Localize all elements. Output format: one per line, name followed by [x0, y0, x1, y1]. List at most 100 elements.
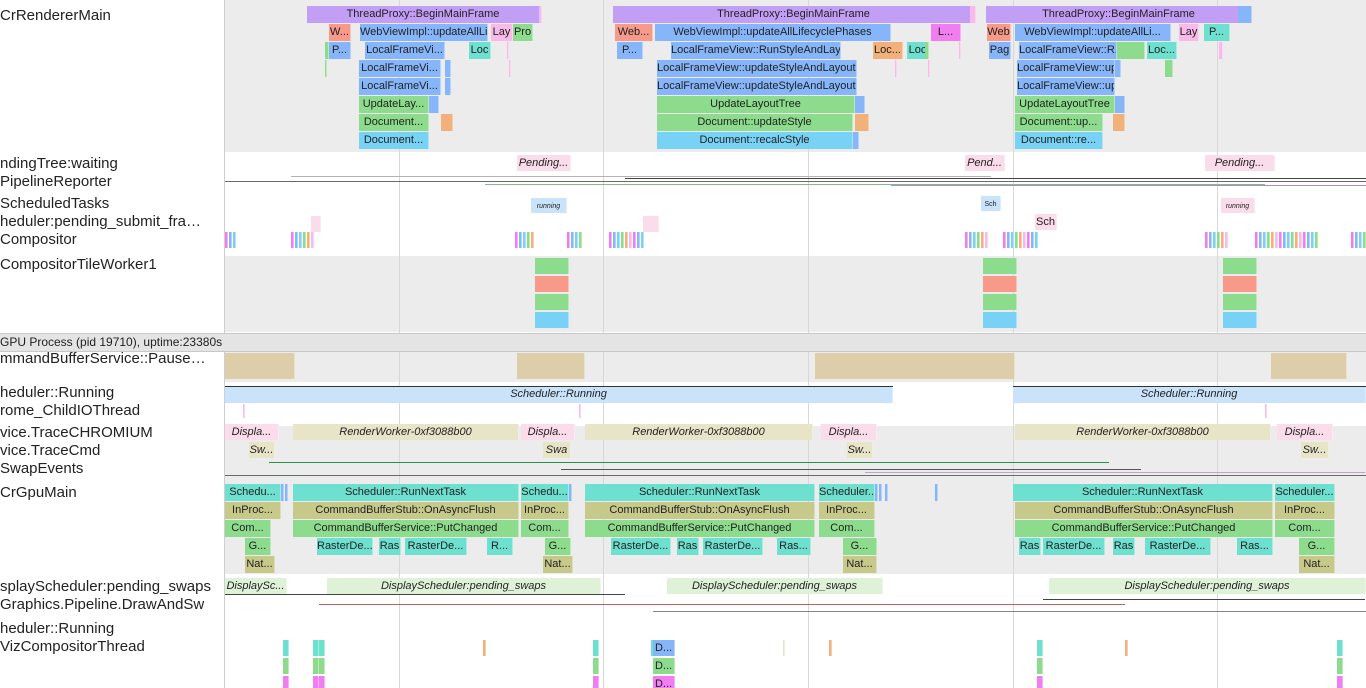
trace-slice[interactable]: Document::up...: [1015, 114, 1103, 131]
trace-slice[interactable]: [625, 232, 628, 248]
trace-slice[interactable]: W...: [329, 24, 351, 41]
trace-slice[interactable]: [535, 312, 569, 328]
trace-slice[interactable]: [299, 232, 302, 248]
trace-slice[interactable]: WebViewImpl::updateAllLifecyclePhases: [655, 24, 891, 41]
trace-slice[interactable]: LocalFrameVi...: [365, 42, 445, 59]
trace-slice[interactable]: [1117, 42, 1145, 59]
track-label[interactable]: PipelineReporter: [0, 173, 112, 190]
trace-slice[interactable]: [1223, 258, 1257, 274]
trace-slice[interactable]: [1165, 60, 1173, 77]
trace-slice[interactable]: [983, 276, 1017, 292]
trace-slice[interactable]: Swa: [543, 442, 571, 458]
trace-slice[interactable]: [1295, 232, 1298, 248]
trace-slice[interactable]: R...: [487, 538, 513, 555]
trace-slice[interactable]: [895, 60, 897, 77]
trace-slice[interactable]: Sch: [1035, 214, 1057, 230]
trace-slice[interactable]: InProc...: [521, 502, 569, 519]
trace-slice[interactable]: RasterDe...: [405, 538, 467, 555]
trace-slice[interactable]: [325, 60, 327, 77]
trace-slice[interactable]: [311, 216, 321, 232]
trace-slice[interactable]: [535, 276, 569, 292]
trace-slice[interactable]: [243, 404, 245, 418]
trace-slice[interactable]: LocalFrameView::up...: [1017, 60, 1115, 77]
trace-slice[interactable]: Pag: [989, 42, 1011, 59]
trace-slice[interactable]: [307, 232, 310, 248]
trace-slice[interactable]: [1219, 42, 1223, 59]
trace-slice[interactable]: [969, 232, 972, 248]
trace-slice[interactable]: Nat...: [543, 556, 573, 573]
trace-slice[interactable]: ThreadProxy::BeginMainFrame: [986, 6, 1252, 23]
trace-slice[interactable]: [319, 658, 325, 674]
trace-slice[interactable]: Scheduler::RunNextTask: [1013, 484, 1273, 501]
trace-slice[interactable]: [579, 232, 582, 248]
trace-slice[interactable]: [313, 658, 319, 674]
trace-slice[interactable]: [1307, 232, 1310, 248]
trace-slice[interactable]: ThreadProxy::BeginMainFrame: [307, 6, 540, 23]
trace-slice[interactable]: Ras: [379, 538, 401, 555]
trace-slice[interactable]: RasterDe...: [611, 538, 671, 555]
trace-slice[interactable]: [429, 96, 439, 113]
trace-slice[interactable]: D...: [653, 676, 675, 688]
trace-slice[interactable]: RasterDe...: [317, 538, 373, 555]
trace-slice[interactable]: [977, 232, 980, 248]
trace-slice[interactable]: [885, 484, 888, 501]
trace-slice[interactable]: [815, 353, 1015, 379]
trace-slice[interactable]: [1019, 232, 1022, 248]
trace-slice[interactable]: Document::recalcStyle: [657, 132, 853, 149]
trace-slice[interactable]: [1359, 232, 1362, 248]
trace-slice[interactable]: [1315, 232, 1318, 248]
trace-slice[interactable]: [313, 640, 319, 656]
trace-slice[interactable]: [1283, 232, 1286, 248]
trace-slice[interactable]: WebViewImpl::updateAllLi...: [360, 24, 488, 41]
trace-slice[interactable]: CommandBufferService::PutChanged: [585, 520, 815, 537]
trace-slice[interactable]: [983, 312, 1017, 328]
trace-slice[interactable]: [1011, 232, 1014, 248]
trace-slice[interactable]: [970, 6, 976, 23]
trace-slice[interactable]: running: [531, 198, 567, 213]
trace-slice[interactable]: [973, 232, 976, 248]
trace-slice[interactable]: Scheduler::RunNextTask: [585, 484, 815, 501]
trace-slice[interactable]: LocalFrameVi...: [359, 60, 441, 77]
trace-slice[interactable]: [225, 232, 228, 248]
trace-slice[interactable]: Com...: [521, 520, 569, 537]
trace-slice[interactable]: [1275, 232, 1278, 248]
trace-slice[interactable]: DisplayScheduler:pending_swaps: [667, 578, 883, 594]
trace-slice[interactable]: ThreadProxy::BeginMainFrame: [613, 6, 975, 23]
trace-slice[interactable]: P...: [1204, 24, 1230, 41]
trace-slice[interactable]: WebViewImpl::updateAllLi...: [1015, 24, 1171, 41]
trace-slice[interactable]: [643, 216, 659, 232]
trace-slice[interactable]: Sch: [981, 196, 1001, 211]
trace-slice[interactable]: [523, 232, 526, 248]
trace-slice[interactable]: [637, 232, 640, 248]
trace-slice[interactable]: [519, 232, 522, 248]
trace-slice[interactable]: [1113, 114, 1125, 131]
trace-slice[interactable]: [1351, 232, 1354, 248]
trace-slice[interactable]: [985, 232, 988, 248]
trace-slice[interactable]: Web...: [615, 24, 653, 41]
trace-slice[interactable]: RenderWorker-0xf3088b00: [585, 424, 813, 440]
trace-slice[interactable]: [281, 484, 284, 501]
trace-slice[interactable]: P...: [617, 42, 643, 59]
trace-slice[interactable]: UpdateLayoutTree: [1015, 96, 1115, 113]
trace-slice[interactable]: Displa...: [821, 424, 877, 440]
trace-slice[interactable]: CommandBufferService::PutChanged: [293, 520, 519, 537]
trace-slice[interactable]: Displa...: [1277, 424, 1333, 440]
trace-slice[interactable]: Ras: [677, 538, 699, 555]
trace-slice[interactable]: [1287, 232, 1290, 248]
trace-slice[interactable]: LocalFrameVi...: [359, 78, 441, 95]
trace-slice[interactable]: [283, 658, 289, 674]
trace-slice[interactable]: [1223, 312, 1257, 328]
trace-slice[interactable]: [1217, 232, 1220, 248]
trace-slice[interactable]: [1007, 232, 1010, 248]
track-label[interactable]: ScheduledTasks: [0, 195, 110, 212]
trace-slice[interactable]: [1027, 232, 1030, 248]
trace-slice[interactable]: [829, 640, 832, 656]
trace-slice[interactable]: [535, 258, 569, 274]
trace-slice[interactable]: [540, 6, 542, 23]
trace-slice[interactable]: Scheduler::Running: [225, 386, 893, 403]
trace-slice[interactable]: [1221, 232, 1224, 248]
trace-slice[interactable]: RenderWorker-0xf3088b00: [1015, 424, 1271, 440]
track-label[interactable]: CrGpuMain: [0, 484, 77, 501]
trace-slice[interactable]: CommandBufferService::PutChanged: [1015, 520, 1273, 537]
trace-slice[interactable]: Nat...: [843, 556, 877, 573]
